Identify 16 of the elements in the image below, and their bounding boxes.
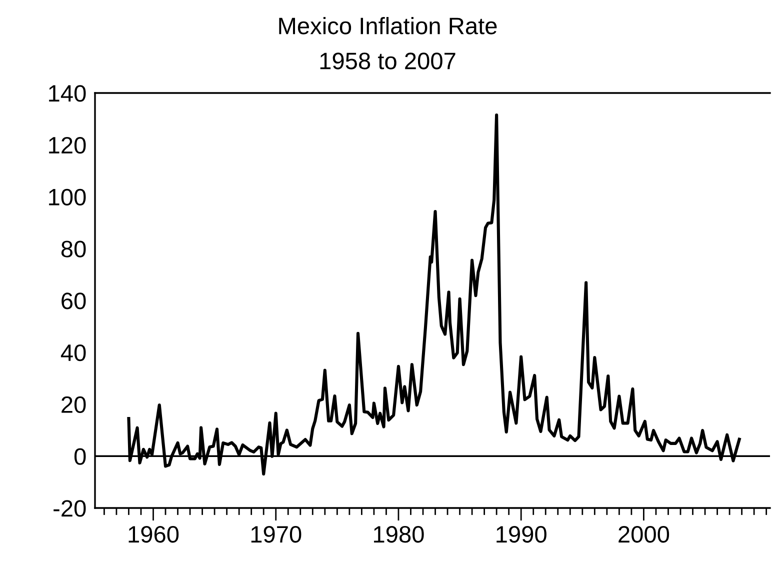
y-tick-label: 20 <box>62 396 86 414</box>
y-tick-label: 40 <box>60 344 86 362</box>
chart-title: Mexico Inflation Rate <box>279 16 497 34</box>
x-tick-label: 2000 <box>618 526 670 543</box>
x-tick-label: 1970 <box>251 526 302 543</box>
y-tick-label: 140 <box>49 85 86 102</box>
y-tick-label: 0 <box>74 448 86 465</box>
y-tick-label: 120 <box>49 136 86 154</box>
x-tick-label: 1990 <box>496 526 546 543</box>
y-tick-label: 80 <box>61 240 86 258</box>
chart-subtitle: 1958 to 2007 <box>320 52 456 70</box>
y-tick-label: -20 <box>54 500 86 517</box>
y-tick-label: 100 <box>49 188 86 206</box>
x-tick-label: 1980 <box>374 526 424 543</box>
y-tick-label: 60 <box>62 292 86 310</box>
x-tick-label: 1960 <box>128 526 179 543</box>
